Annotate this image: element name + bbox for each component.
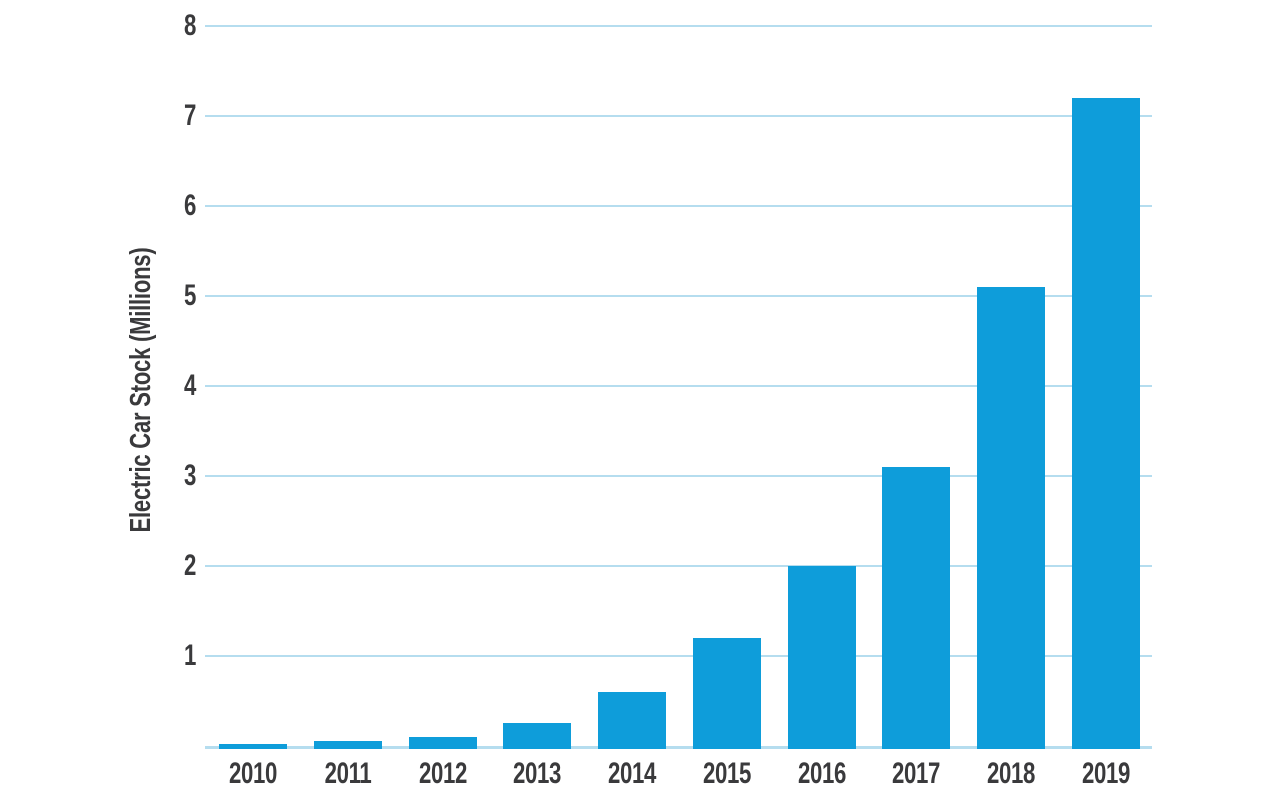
x-tick-label: 2018 xyxy=(987,757,1035,790)
x-tick-label: 2019 xyxy=(1082,757,1130,790)
bar-2014 xyxy=(598,692,666,749)
y-tick-label: 2 xyxy=(184,549,196,582)
gridline xyxy=(205,385,1152,387)
y-tick-label: 5 xyxy=(184,279,196,312)
y-axis-title: Electric Car Stock (Millions) xyxy=(125,247,157,533)
y-tick-label: 1 xyxy=(184,639,196,672)
bar-2015 xyxy=(693,638,761,749)
bar-2011 xyxy=(314,741,382,749)
bar-2019 xyxy=(1072,98,1140,749)
x-tick-label: 2011 xyxy=(324,757,372,790)
x-tick-label: 2014 xyxy=(608,757,656,790)
x-tick-label: 2016 xyxy=(798,757,846,790)
x-tick-label: 2015 xyxy=(703,757,751,790)
gridline xyxy=(205,295,1152,297)
x-tick-label: 2010 xyxy=(229,757,277,790)
bar-2017 xyxy=(882,467,950,749)
y-tick-label: 4 xyxy=(184,369,196,402)
gridline xyxy=(205,205,1152,207)
gridline xyxy=(205,115,1152,117)
x-tick-label: 2013 xyxy=(513,757,561,790)
gridline xyxy=(205,25,1152,27)
y-tick-label: 7 xyxy=(184,99,196,132)
bar-2016 xyxy=(788,566,856,749)
x-axis-baseline xyxy=(205,746,1152,749)
gridline xyxy=(205,565,1152,567)
gridline xyxy=(205,475,1152,477)
bar-2018 xyxy=(977,287,1045,749)
bar-2010 xyxy=(219,744,287,749)
bar-2013 xyxy=(503,723,571,749)
y-tick-label: 3 xyxy=(184,459,196,492)
y-tick-label: 8 xyxy=(184,9,196,42)
y-tick-label: 6 xyxy=(184,189,196,222)
x-tick-label: 2017 xyxy=(892,757,940,790)
bar-2012 xyxy=(409,737,477,749)
x-tick-label: 2012 xyxy=(419,757,467,790)
gridline xyxy=(205,655,1152,657)
